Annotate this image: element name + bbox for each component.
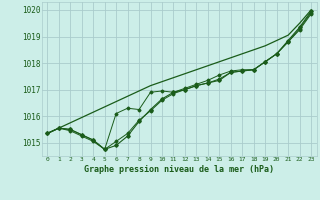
X-axis label: Graphe pression niveau de la mer (hPa): Graphe pression niveau de la mer (hPa): [84, 165, 274, 174]
